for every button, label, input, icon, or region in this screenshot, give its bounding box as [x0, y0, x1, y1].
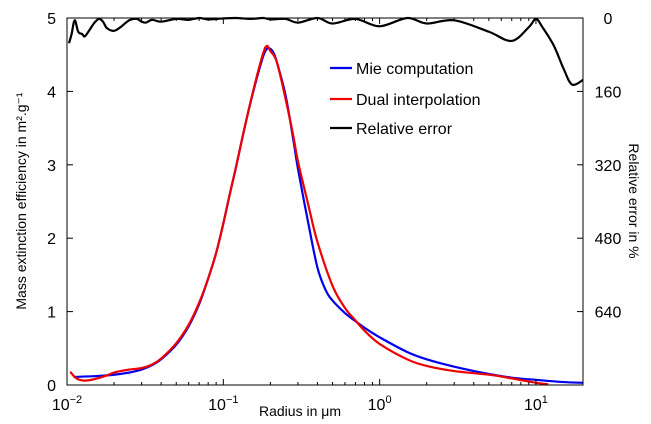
- x-axis-label: Radius in μm: [259, 403, 341, 419]
- curves-layer: [67, 16, 584, 386]
- legend-label-error: Relative error: [356, 121, 453, 138]
- y-tick-label: 4: [47, 84, 56, 101]
- x-tick-label: 10−1: [208, 394, 238, 414]
- y-axis-label: Mass extinction efficiency in m².g⁻¹: [13, 92, 29, 310]
- legend-label-mie: Mie computation: [356, 61, 473, 78]
- series-dual-interpolation: [69, 44, 549, 386]
- y-tick-label: 2: [47, 231, 56, 248]
- y2-tick-label: 480: [595, 231, 622, 248]
- y2-tick-label: 320: [595, 158, 622, 175]
- x-tick-label: 10−2: [52, 394, 82, 414]
- y-tick-label: 0: [47, 378, 56, 395]
- y2-tick-label: 0: [604, 11, 613, 28]
- y2-axis-label: Relative error in %: [626, 143, 642, 258]
- y-tick-label: 5: [47, 11, 56, 28]
- y2-tick-label: 160: [595, 84, 622, 101]
- y-tick-label: 1: [47, 305, 56, 322]
- y2-tick-label: 640: [595, 305, 622, 322]
- series-relative-error: [67, 16, 584, 86]
- legend-label-dual: Dual interpolation: [356, 92, 481, 109]
- series-mie-computation: [73, 46, 584, 384]
- legend: Mie computation Dual interpolation Relat…: [330, 61, 481, 138]
- y-tick-label: 3: [47, 158, 56, 175]
- plot-frame: [66, 17, 584, 386]
- x-tick-label: 100: [368, 394, 392, 414]
- x-tick-label: 101: [524, 394, 548, 414]
